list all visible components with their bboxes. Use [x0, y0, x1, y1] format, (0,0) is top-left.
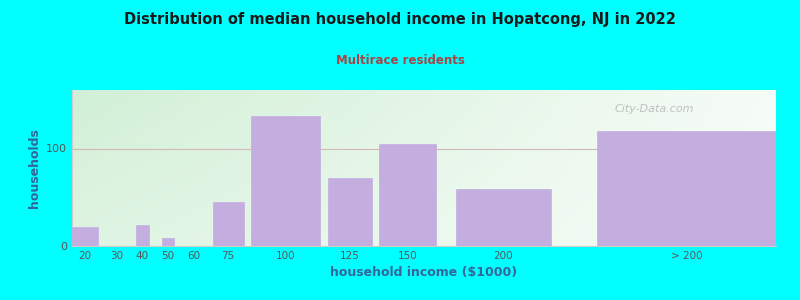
X-axis label: household income ($1000): household income ($1000) — [330, 266, 518, 279]
Bar — [379, 144, 435, 246]
Bar — [72, 226, 98, 246]
Bar — [328, 178, 371, 246]
Bar — [136, 224, 149, 246]
Text: City-Data.com: City-Data.com — [614, 104, 694, 114]
Y-axis label: households: households — [27, 128, 41, 208]
Bar — [251, 116, 320, 246]
Text: Multirace residents: Multirace residents — [335, 54, 465, 67]
Text: Distribution of median household income in Hopatcong, NJ in 2022: Distribution of median household income … — [124, 12, 676, 27]
Bar — [597, 131, 776, 246]
Bar — [213, 202, 243, 246]
Bar — [162, 238, 174, 246]
Bar — [456, 190, 550, 246]
